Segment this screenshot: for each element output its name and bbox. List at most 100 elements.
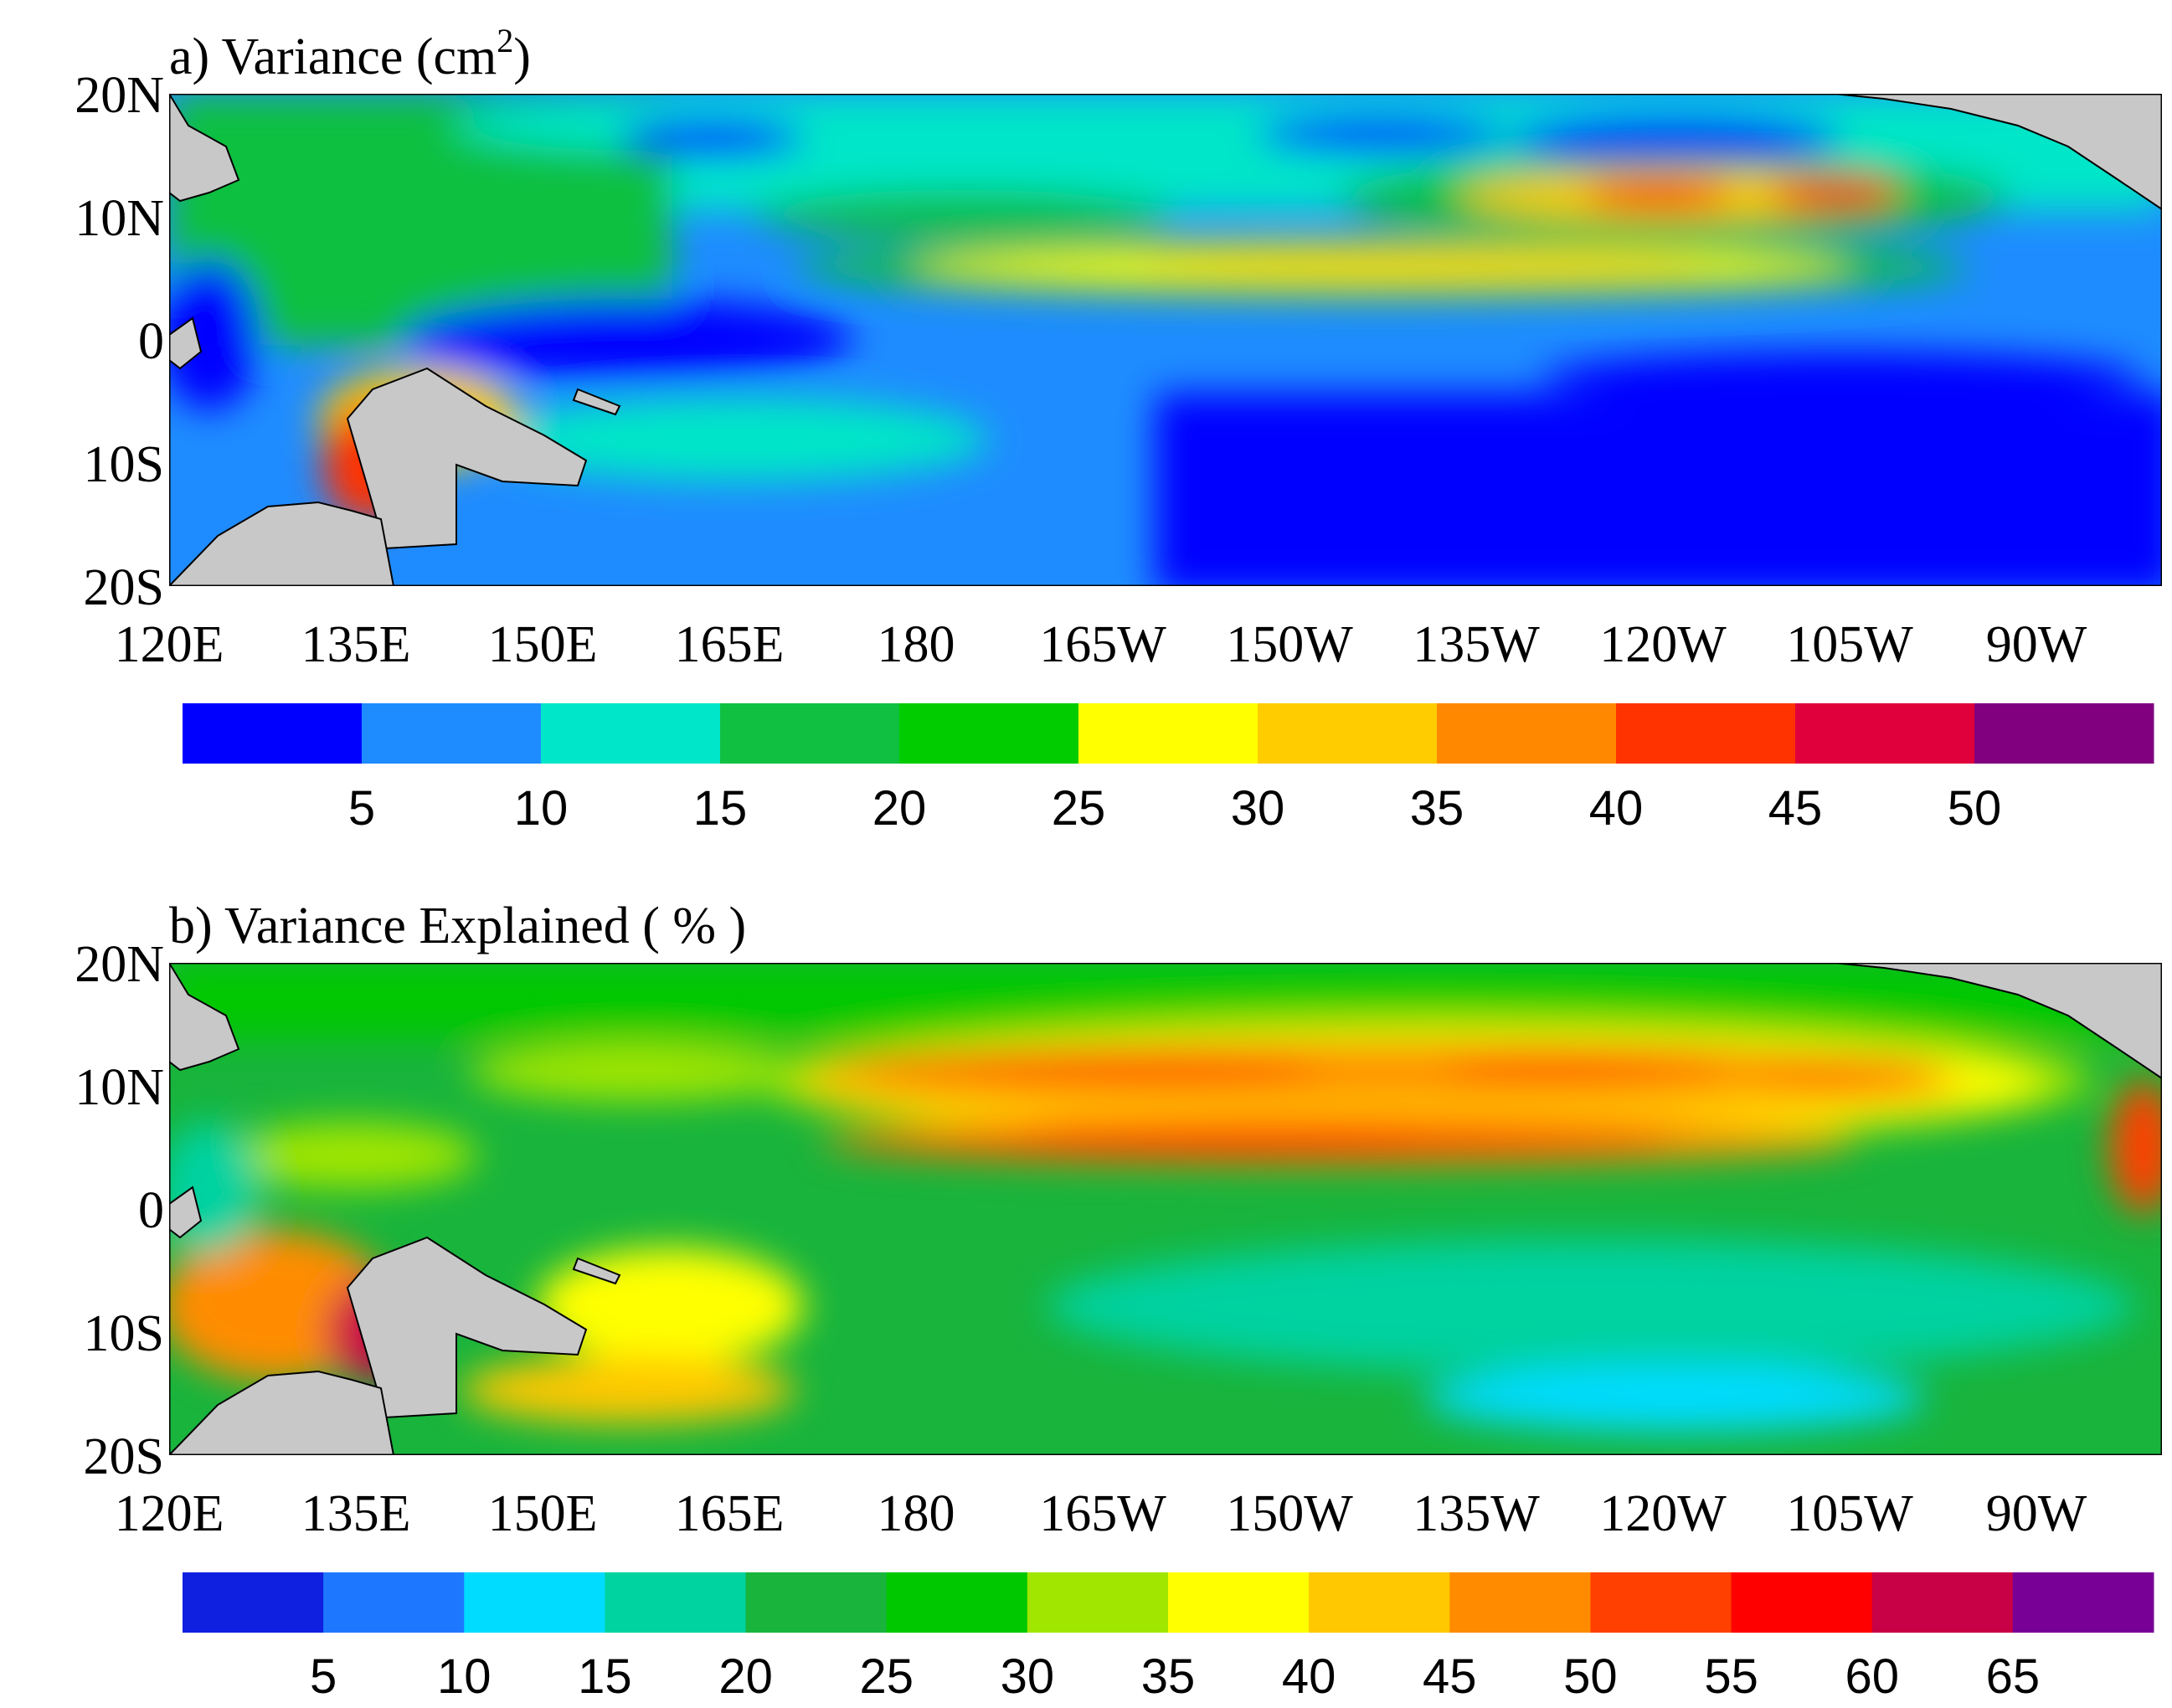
panel-b-lon-label: 135E [301,1485,411,1542]
panel-b-lon-label: 120E [115,1485,224,1542]
panel-b-lat-label: 20S [84,1428,164,1485]
panel-a-title-superscript: 2 [497,22,513,59]
panel-b-colorbar-swatch [1449,1572,1591,1633]
panel-b-colorbar-swatch [183,1572,324,1633]
panel-b-colorbar-swatch [745,1572,888,1633]
panel-b-colorbar-tick-label: 35 [1141,1649,1196,1704]
panel-b-colorbar-tick-label: 50 [1563,1649,1618,1704]
panel-a-lat-label: 10N [75,190,164,247]
panel-a: a) Variance (cm2) [75,22,2162,836]
panel-b-land [169,963,2162,1455]
panel-b-colorbar-ticks: 5 10 15 20 25 30 35 40 45 50 55 60 65 [310,1649,2040,1704]
panel-a-colorbar-tick-label: 35 [1410,781,1464,836]
panel-b-colorbar [183,1572,2154,1633]
panel-a-colorbar-swatch [1437,703,1617,764]
panel-b-colorbar-tick-label: 20 [718,1649,773,1704]
panel-b-colorbar-swatch [2012,1572,2154,1633]
panel-b-colorbar-tick-label: 55 [1704,1649,1758,1704]
panel-a-colorbar-tick-label: 45 [1768,781,1823,836]
panel-a-lon-label: 120E [115,616,224,673]
panel-b-lat-label: 0 [138,1182,164,1239]
panel-b-colorbar-tick-label: 30 [1001,1649,1055,1704]
panel-a-lat-label: 20S [84,559,164,616]
panel-b-lat-axis: 20N 10N 0 10S 20S [75,936,164,1485]
panel-b-field [169,963,2162,1432]
panel-a-lon-label: 150W [1226,616,1353,673]
panel-b-lon-label: 150W [1226,1485,1353,1542]
panel-b-lon-label: 120W [1599,1485,1727,1542]
panel-b-colorbar-tick-label: 25 [859,1649,914,1704]
panel-a-lon-axis: 120E 135E 150E 165E 180 165W 150W 135W 1… [115,616,2087,673]
panel-b-lon-label: 135W [1413,1485,1540,1542]
panel-a-lon-label: 135W [1413,616,1540,673]
panel-a-lon-label: 165W [1039,616,1166,673]
panel-a-solomon-islands [572,388,621,416]
panel-b-colorbar-tick-label: 40 [1282,1649,1336,1704]
panel-a-australia [169,501,395,586]
panel-a-colorbar [183,703,2154,764]
panel-b-philippines [169,963,240,1072]
panel-b-colorbar-swatch [464,1572,605,1633]
panel-b-colorbar-swatch [1027,1572,1169,1633]
panel-a-colorbar-swatch [1616,703,1796,764]
panel-a-map [169,94,2162,586]
panel-b-borneo [169,1186,203,1239]
panel-b-solomon-islands [572,1257,621,1285]
panel-a-colorbar-tick-label: 30 [1231,781,1285,836]
panel-a-lat-label: 20N [75,67,164,124]
panel-b-australia [169,1370,395,1455]
panel-a-title-text: a) Variance (cm [169,28,497,85]
panel-b-colorbar-swatch [1309,1572,1450,1633]
panel-a-colorbar-swatch [1795,703,1975,764]
panel-b-colorbar-tick-label: 15 [578,1649,632,1704]
panel-b-lon-label: 105W [1786,1485,1913,1542]
panel-b-central-america [1833,963,2162,1080]
panel-a-lon-label: 180 [878,616,955,673]
panel-a-lat-label: 0 [138,313,164,370]
panel-b-lat-label: 20N [75,936,164,993]
panel-b-lon-axis: 120E 135E 150E 165E 180 165W 150W 135W 1… [115,1485,2087,1542]
panel-a-lat-axis: 20N 10N 0 10S 20S [75,67,164,616]
panel-b-lon-label: 180 [878,1485,955,1542]
panel-b-colorbar-swatch [1731,1572,1873,1633]
panel-a-lat-label: 10S [84,436,164,493]
panel-a-colorbar-tick-label: 10 [514,781,569,836]
panel-a-colorbar-swatch [362,703,542,764]
panel-b-map [169,963,2162,1455]
panel-a-colorbar-ticks: 5 10 15 20 25 30 35 40 45 50 [348,781,2001,836]
panel-a-lon-label: 105W [1786,616,1913,673]
panel-a-colorbar-swatch [183,703,363,764]
panel-a-colorbar-tick-label: 5 [348,781,375,836]
panel-a-title-close: ) [513,28,531,85]
panel-a-colorbar-tick-label: 20 [872,781,927,836]
panel-a-colorbar-swatch [899,703,1079,764]
panel-b: b) Variance Explained ( % ) [75,898,2162,1704]
panel-b-colorbar-swatch [1871,1572,2014,1633]
panel-a-colorbar-swatch [720,703,900,764]
panel-b-lat-label: 10S [84,1305,164,1362]
panel-a-land [169,94,2162,586]
panel-a-lon-label: 120W [1599,616,1727,673]
panel-a-central-america [1833,94,2162,211]
panel-a-lon-label: 90W [1986,616,2087,673]
panel-a-colorbar-swatch [1258,703,1438,764]
panel-a-title: a) Variance (cm2) [169,22,531,85]
panel-a-lon-label: 150E [488,616,598,673]
panel-b-colorbar-tick-label: 45 [1423,1649,1477,1704]
panel-b-colorbar-swatch [605,1572,747,1633]
panel-a-lon-label: 165E [675,616,785,673]
panel-a-colorbar-tick-label: 40 [1589,781,1644,836]
panel-b-colorbar-tick-label: 10 [437,1649,492,1704]
panel-b-colorbar-swatch [886,1572,1028,1633]
panel-b-colorbar-tick-label: 65 [1986,1649,2041,1704]
panel-b-lon-label: 165W [1039,1485,1166,1542]
panel-a-lon-label: 135E [301,616,411,673]
panel-b-lat-label: 10N [75,1059,164,1116]
panel-b-lon-label: 150E [488,1485,598,1542]
panel-a-colorbar-swatch [1974,703,2154,764]
panel-a-colorbar-tick-label: 25 [1052,781,1106,836]
panel-b-lon-label: 90W [1986,1485,2087,1542]
panel-a-colorbar-swatch [541,703,721,764]
panel-a-colorbar-tick-label: 15 [693,781,748,836]
